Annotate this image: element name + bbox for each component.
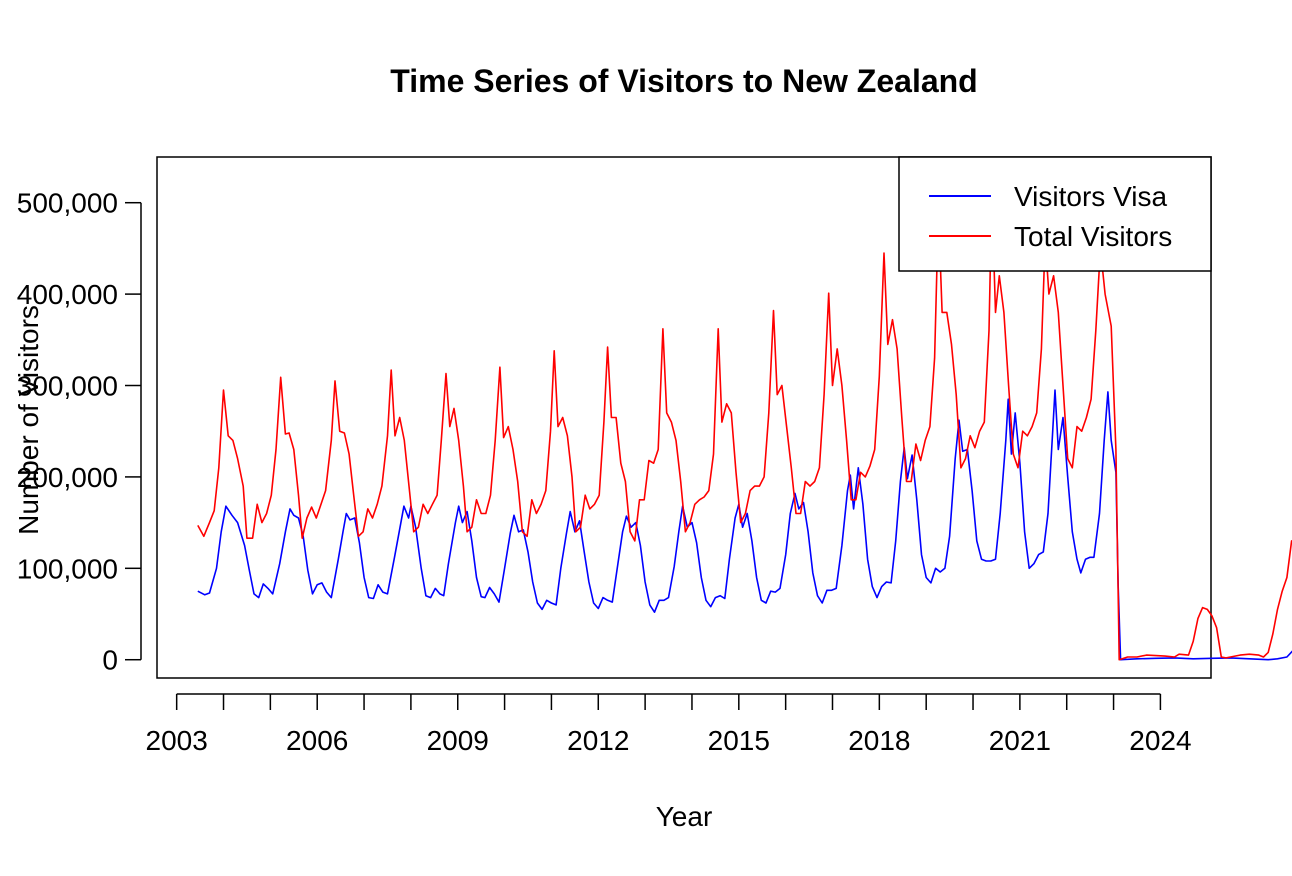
y-tick-label: 500,000 — [17, 188, 118, 219]
legend-label-total-visitors: Total Visitors — [1014, 221, 1172, 252]
x-tick-label: 2024 — [1129, 725, 1191, 756]
chart-title: Time Series of Visitors to New Zealand — [390, 63, 977, 99]
x-tick-label: 2006 — [286, 725, 348, 756]
y-axis: 0 100,000 200,000 300,000 400,000 500,000 — [17, 188, 142, 676]
x-tick-label: 2021 — [989, 725, 1051, 756]
legend-box — [898, 156, 1212, 272]
y-tick-label: 0 — [102, 645, 118, 676]
x-tick-label: 2015 — [708, 725, 770, 756]
series-line-visitors-visa — [197, 389, 1292, 661]
series-layer — [197, 192, 1292, 661]
plot-frame — [156, 156, 1212, 679]
y-tick-label: 100,000 — [17, 553, 118, 584]
x-tick-label: 2012 — [567, 725, 629, 756]
y-tick-label: 200,000 — [17, 462, 118, 493]
series-line-total-visitors — [197, 192, 1292, 661]
y-tick-label: 300,000 — [17, 371, 118, 402]
x-tick-label: 2009 — [427, 725, 489, 756]
y-tick-label: 400,000 — [17, 279, 118, 310]
x-tick-label: 2018 — [848, 725, 910, 756]
x-axis-label: Year — [656, 801, 713, 832]
legend: Visitors Visa Total Visitors — [898, 156, 1212, 272]
legend-label-visitors-visa: Visitors Visa — [1014, 181, 1167, 212]
y-axis-label: Number of Visitors — [13, 305, 44, 535]
x-tick-label: 2003 — [146, 725, 208, 756]
x-axis: 2003 2006 2009 2012 2015 2018 2021 2024 — [146, 693, 1192, 756]
